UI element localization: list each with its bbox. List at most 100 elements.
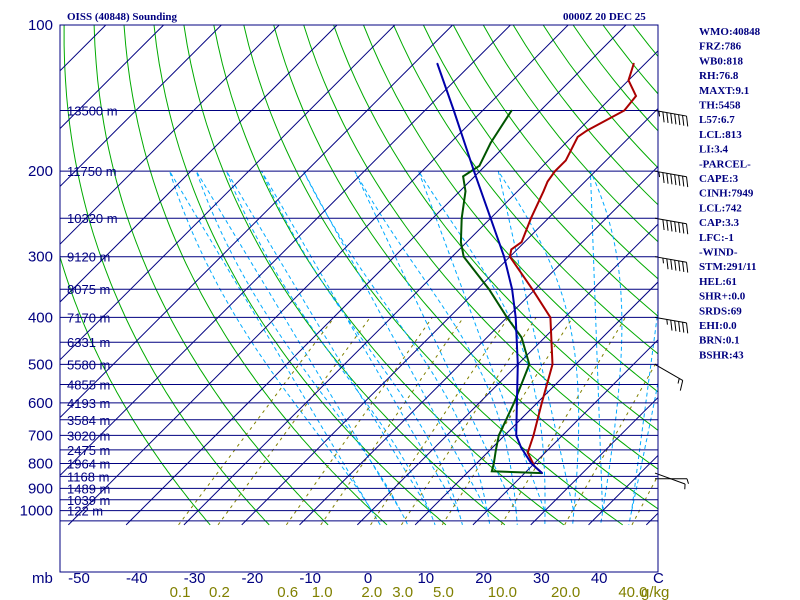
mixing-ratio-label: 2.0: [361, 584, 382, 600]
dewpoint-point: [462, 175, 464, 178]
height-label: 4855 m: [67, 378, 110, 393]
temperature-point: [542, 190, 545, 193]
dewpoint-point: [460, 241, 462, 243]
isotherm-line: [414, 281, 658, 526]
isobars: [60, 24, 658, 522]
index-line: LCL:813: [699, 129, 742, 141]
index-line: L57:6.7: [699, 114, 735, 126]
wind-barbs: [654, 110, 689, 490]
isotherm-line: [125, 25, 627, 526]
temperature-point: [576, 136, 579, 138]
wind-barb: [654, 316, 689, 334]
height-label: 11750 m: [67, 164, 117, 179]
parcel-point: [453, 109, 455, 112]
mixing-ratio-label: 0.2: [209, 584, 230, 600]
temperature-point: [623, 109, 626, 112]
mixing-ratio-label: 20.0: [551, 584, 580, 600]
pressure-tick-label: 400: [28, 309, 53, 326]
parcel-point: [530, 462, 533, 465]
height-label: 8075 m: [67, 282, 110, 297]
wind-barb-shaft: [654, 363, 683, 381]
index-line: RH:76.8: [699, 70, 739, 82]
temperature-unit-label: C: [653, 570, 664, 587]
mixing-ratio-line: [178, 317, 335, 526]
wind-barb-flag: [678, 222, 681, 233]
wind-barb-flag: [670, 259, 673, 270]
wind-barb-flag: [666, 220, 669, 231]
dewpoint-point: [495, 449, 497, 451]
parcel-point: [503, 255, 505, 258]
temperature-tick-label: -20: [242, 570, 264, 587]
dewpoint-line: [459, 109, 543, 475]
wind-barb-flag: [666, 112, 669, 124]
height-label: 1168 m: [67, 469, 109, 484]
wind-barb-flag: [674, 221, 677, 233]
mixing-ratio-line: [217, 317, 371, 526]
temperature-point: [565, 159, 567, 162]
height-label: 3020 m: [67, 428, 110, 443]
wind-barb-flag: [682, 261, 685, 272]
mixing-ratio-label: 3.0: [392, 584, 413, 600]
wind-barb-flag: [666, 258, 669, 270]
wind-barb: [654, 170, 689, 188]
wind-barb-flag: [674, 113, 677, 125]
height-label: 6331 m: [67, 335, 110, 350]
height-label: 1964 m: [67, 457, 110, 472]
height-label: 5580 m: [67, 357, 110, 372]
temperature-tick-label: -40: [126, 570, 148, 587]
wind-barb-half-flag: [666, 319, 668, 325]
temperature-point: [526, 451, 529, 454]
height-label: 122 m: [67, 504, 103, 519]
mixing-ratio-label: 10.0: [488, 584, 517, 600]
wind-barb-half-flag: [686, 478, 689, 484]
dry-adiabat-line: [93, 25, 329, 526]
index-line: WMO:40848: [699, 26, 761, 38]
dry-adiabat-line: [213, 25, 565, 526]
pressure-tick-label: 500: [28, 356, 53, 373]
height-labels: 13500 m 11750 m 10320 m 9120 m 8075 m 7170 m 6…: [67, 104, 118, 519]
dewpoint-point: [462, 255, 465, 258]
dry-adiabat-line: [363, 25, 658, 393]
mixing-ratio-label: 1.0: [312, 584, 333, 600]
pressure-unit-label: mb: [32, 570, 53, 587]
parcel-point: [489, 217, 492, 219]
isotherm-line: [241, 107, 658, 526]
wind-barb-flag: [682, 223, 685, 234]
mixing-ratio-line: [500, 317, 626, 526]
moist-adiabat-line: [589, 170, 623, 525]
temperature-tick-label: -50: [68, 570, 90, 587]
mixing-ratio-lines: [178, 317, 658, 526]
wind-barb-flag: [662, 111, 665, 123]
temperature-point: [509, 255, 511, 258]
temperature-point: [531, 288, 534, 291]
isotherm-line: [183, 50, 658, 526]
height-label: 1039 m: [67, 493, 110, 508]
parcel-point: [520, 446, 522, 449]
isotherm-line: [67, 25, 569, 526]
wind-barb-flag: [662, 219, 665, 231]
index-line: CINH:7949: [699, 188, 754, 200]
temperature-tick-label: 20: [475, 570, 492, 587]
dry-adiabat-line: [393, 25, 658, 355]
plot-frame: [59, 24, 659, 573]
indices-panel: WMO:40848 FRZ:786 WB0:818 RH:76.8 MAXT:9.1 TH…: [699, 26, 761, 361]
index-line: FRZ:786: [699, 41, 742, 53]
dewpoint-point: [488, 288, 490, 291]
parcel-point: [517, 363, 519, 366]
dry-adiabat-line: [303, 25, 658, 470]
index-line: -PARCEL-: [699, 158, 751, 170]
dry-adiabat-line: [482, 25, 658, 243]
wind-barb-flag: [670, 320, 673, 331]
wind-barb-flag: [686, 223, 689, 235]
index-line: WB0:818: [699, 55, 744, 67]
index-line: HEL:61: [699, 276, 737, 288]
dry-adiabat-line: [422, 25, 658, 317]
height-label: 10320 m: [67, 211, 118, 226]
height-label: 7170 m: [67, 310, 110, 325]
index-line: LI:3.4: [699, 144, 729, 156]
wind-barb-flag: [670, 113, 673, 124]
dewpoint-point: [491, 470, 493, 473]
dry-adiabat-line: [123, 25, 388, 526]
height-label: 2475 m: [67, 443, 110, 458]
temperature-point: [510, 248, 513, 251]
